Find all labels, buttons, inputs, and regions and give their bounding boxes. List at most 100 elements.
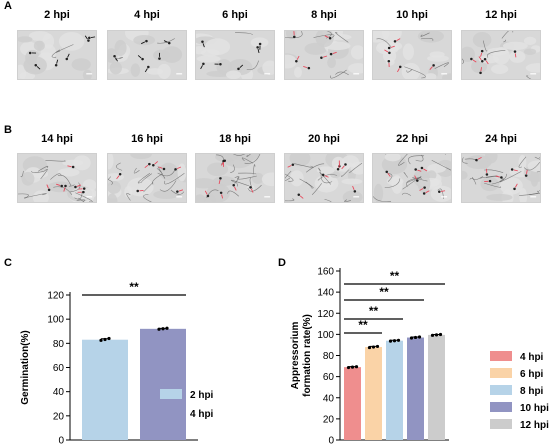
micrograph-svg [108,154,186,202]
y-axis-label: Germination(%) [20,330,31,404]
data-point [417,335,422,339]
y-tick-label: 40 [323,393,335,404]
y-tick-label: 60 [323,372,335,383]
data-point [434,333,439,337]
timepoint-label: 20 hpi [308,133,340,145]
data-point [392,339,397,343]
micrograph-svg [196,154,274,202]
y-axis-label: Appressorium [290,321,301,389]
micrograph-svg [18,31,96,79]
micrograph-image [461,153,541,203]
micrograph-svg [373,31,451,79]
legend-label: 10 hpi [520,403,549,414]
legend-label: 6 hpi [520,369,544,380]
bar [386,340,403,440]
data-point [165,326,169,330]
y-axis-label: formation rate(%) [302,314,313,397]
y-tick-label: 100 [317,330,334,341]
bar [428,334,445,440]
panel-letter-c: C [4,257,12,269]
y-tick-label: 20 [323,414,335,425]
bar [140,328,186,440]
significance-label: ** [379,285,389,299]
legend-swatch [490,351,512,361]
germination-chart: 0 20 40 60 80 100 120 Germination(%) ** 2 hpi 4 hp… [20,280,214,447]
legend-swatch [490,368,512,378]
bar [82,339,128,440]
micrograph-svg [108,31,186,79]
micrograph-image [284,30,364,80]
significance-label: ** [390,269,400,283]
panel-letter-b: B [4,124,12,136]
data-point [413,335,418,340]
micrograph-svg [18,154,96,202]
bar [344,367,361,440]
micrograph-svg [285,31,363,79]
legend-label: 8 hpi [520,386,544,397]
panel-letter-a: A [4,0,12,12]
micrograph-svg [373,154,451,202]
y-tick-label: 80 [323,351,335,362]
micrograph-image [17,30,97,80]
data-point [396,338,401,342]
y-tick-label: 0 [328,436,334,447]
timepoint-label: 10 hpi [396,9,428,21]
micrograph-image [372,153,452,203]
legend-swatch [490,385,512,395]
timepoint-label: 8 hpi [311,9,337,21]
legend-swatch [160,408,182,418]
y-tick-label: 120 [317,309,334,320]
data-point [103,337,107,342]
legend-swatch [160,389,182,399]
y-tick-label: 0 [58,436,64,447]
significance-label: ** [358,318,368,332]
timepoint-label: 2 hpi [44,9,70,21]
data-point [430,333,435,337]
data-point [346,365,351,370]
timepoint-label: 6 hpi [222,9,248,21]
data-point [354,365,359,369]
data-point [99,338,103,342]
y-tick-label: 40 [53,387,65,398]
y-tick-label: 140 [317,288,334,299]
micrograph-svg [285,154,363,202]
y-tick-label: 20 [53,411,65,422]
data-point [107,336,111,341]
micrograph-image [195,30,275,80]
micrograph-svg [196,31,274,79]
bar [407,337,424,440]
appressorium-chart: 0 20 40 60 80 100 120 140 160 Appressorium formati… [290,267,549,447]
legend-label: 4 hpi [520,352,544,363]
timepoint-label: 12 hpi [485,9,517,21]
timepoint-label: 18 hpi [219,133,251,145]
significance-label: ** [369,304,379,318]
timepoint-label: 14 hpi [41,133,73,145]
micrograph-image [461,30,541,80]
legend-label: 4 hpi [190,409,214,420]
micrograph-image [372,30,452,80]
legend-label: 2 hpi [190,390,214,401]
timepoint-label: 16 hpi [131,133,163,145]
y-tick-label: 60 [53,363,65,374]
bar [365,347,382,440]
data-point [161,327,165,331]
data-point [367,345,372,350]
y-tick-label: 120 [47,291,64,302]
data-point [409,336,414,340]
micrograph-svg [462,154,540,202]
legend-label: 12 hpi [520,420,549,431]
timepoint-label: 22 hpi [396,133,428,145]
timepoint-label: 24 hpi [485,133,517,145]
micrograph-image [107,153,187,203]
legend-swatch [490,419,512,429]
y-tick-label: 100 [47,315,64,326]
y-tick-label: 80 [53,339,65,350]
micrograph-image [284,153,364,203]
y-tick-label: 160 [317,267,334,278]
data-point [375,344,380,349]
significance-label: ** [129,280,139,294]
data-point [388,339,393,343]
data-point [350,365,355,369]
micrograph-svg [462,31,540,79]
data-point [438,332,443,337]
